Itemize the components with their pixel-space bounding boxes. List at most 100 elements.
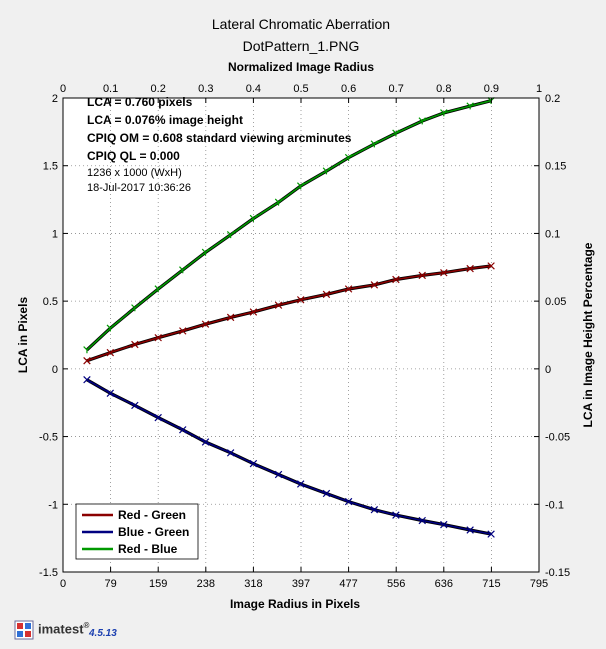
y-tick-label: -1 <box>48 499 58 511</box>
legend: Red - Green Blue - Green Red - Blue <box>75 503 199 560</box>
data-point-red-blue <box>226 231 235 239</box>
series-line-red-green <box>86 265 492 362</box>
data-point-red-green <box>418 271 426 280</box>
annotation-block: LCA = 0.760 pixels LCA = 0.076% image he… <box>87 95 352 194</box>
chart-subtitle: DotPattern_1.PNG <box>243 38 360 54</box>
annotation-cpiq-om: CPIQ OM = 0.608 standard viewing arcminu… <box>87 131 352 145</box>
data-point-blue-green <box>274 470 283 479</box>
data-point-blue-green <box>322 489 331 498</box>
x-tick-label: 159 <box>149 578 167 590</box>
data-point-red-green <box>201 320 210 328</box>
brand-registered-mark: ® <box>83 621 90 630</box>
lca-chart: 0 0 79 0.1 159 0.2 238 0.3 318 0.4 397 0.5 477 0.6 556… <box>16 16 595 611</box>
x2-axis-label: Normalized Image Radius <box>228 60 374 74</box>
x2-tick-label: 0.1 <box>103 83 118 95</box>
y2-tick-label: 0.15 <box>545 161 566 173</box>
data-point-red-blue <box>440 109 448 117</box>
y-tick-label: 2 <box>52 93 58 105</box>
data-point-red-green <box>179 327 187 335</box>
x2-tick-label: 0.9 <box>484 83 499 95</box>
data-point-red-green <box>344 285 353 293</box>
imatest-brand: imatest® <box>38 621 89 636</box>
data-point-blue-green <box>344 497 353 506</box>
annotation-lca-pixels: LCA = 0.760 pixels <box>87 95 193 109</box>
series-layer <box>83 96 495 538</box>
x-tick-label: 636 <box>435 578 453 590</box>
data-point-red-blue <box>344 153 353 161</box>
data-point-red-blue <box>418 117 426 125</box>
data-point-red-green <box>322 290 331 299</box>
x2-tick-label: 0.2 <box>151 83 166 95</box>
y-tick-label: -0.5 <box>39 432 58 444</box>
data-point-blue-green <box>83 375 91 384</box>
y2-tick-label: 0.2 <box>545 93 560 105</box>
data-point-blue-green <box>466 526 474 534</box>
data-point-blue-green <box>487 530 495 538</box>
tick-layer: 0 0 79 0.1 159 0.2 238 0.3 318 0.4 397 0.5 477 0.6 556… <box>39 83 570 590</box>
data-point-blue-green <box>106 389 115 397</box>
data-point-red-green <box>249 308 258 316</box>
data-point-blue-green <box>440 520 448 529</box>
annotation-timestamp: 18-Jul-2017 10:36:26 <box>87 182 191 194</box>
brand-name: imatest <box>38 621 84 637</box>
imatest-logo-icon <box>14 620 34 640</box>
series-line-blue-green <box>86 379 492 535</box>
data-point-red-green <box>296 296 305 304</box>
data-point-red-blue <box>154 285 162 293</box>
data-point-red-green <box>466 264 474 273</box>
data-point-red-blue <box>322 167 331 175</box>
data-point-red-green <box>392 275 400 284</box>
data-point-blue-green <box>131 401 139 410</box>
x-tick-label: 0 <box>60 578 66 590</box>
x-axis-label: Image Radius in Pixels <box>230 597 360 611</box>
legend-label-blue-green: Blue - Green <box>118 525 189 539</box>
data-point-red-green <box>131 340 139 349</box>
y-tick-label: 0 <box>52 364 58 376</box>
y2-axis-label: LCA in Image Height Percentage <box>581 242 595 427</box>
data-point-red-green <box>154 333 162 342</box>
data-point-blue-green <box>201 438 210 446</box>
y2-tick-label: 0 <box>545 364 551 376</box>
data-point-red-blue <box>179 266 187 274</box>
data-point-blue-green <box>370 505 379 514</box>
x-tick-label: 318 <box>244 578 262 590</box>
data-point-red-blue <box>249 214 258 222</box>
y-tick-label: 1.5 <box>43 161 58 173</box>
data-point-blue-green <box>249 459 258 468</box>
x-tick-label: 79 <box>104 578 116 590</box>
data-point-red-green <box>274 301 283 309</box>
x-tick-label: 397 <box>292 578 310 590</box>
grid-lines <box>63 98 539 572</box>
data-point-red-green <box>226 313 235 322</box>
data-point-blue-green <box>392 511 400 519</box>
data-point-red-green <box>370 281 379 289</box>
x2-tick-label: 0.5 <box>293 83 308 95</box>
x2-tick-label: 0.3 <box>198 83 213 95</box>
x2-tick-label: 0.7 <box>389 83 404 95</box>
data-point-red-blue <box>106 324 115 332</box>
y2-tick-label: 0.05 <box>545 296 566 308</box>
data-point-red-green <box>440 268 448 277</box>
x-tick-label: 795 <box>530 578 548 590</box>
footer-bar: imatest® 4.5.13 <box>10 616 210 646</box>
y2-tick-label: -0.15 <box>545 567 570 579</box>
y-tick-label: -1.5 <box>39 567 58 579</box>
version-label: 4.5.13 <box>89 628 117 639</box>
data-point-red-green <box>487 262 495 270</box>
series-line-red-blue <box>86 99 492 351</box>
y-axis-label: LCA in Pixels <box>16 297 30 374</box>
chart-title: Lateral Chromatic Aberration <box>212 16 390 32</box>
data-point-red-blue <box>296 182 305 190</box>
y-tick-label: 1 <box>52 228 58 240</box>
data-point-red-green <box>83 357 91 365</box>
data-point-red-blue <box>370 140 379 148</box>
data-point-red-blue <box>83 346 91 354</box>
data-point-blue-green <box>226 449 235 457</box>
y2-tick-label: -0.05 <box>545 432 570 444</box>
data-point-blue-green <box>179 426 187 434</box>
data-point-red-blue <box>201 248 210 256</box>
x-tick-label: 556 <box>387 578 405 590</box>
data-point-blue-green <box>154 413 162 422</box>
annotation-dimensions: 1236 x 1000 (WxH) <box>87 167 182 179</box>
